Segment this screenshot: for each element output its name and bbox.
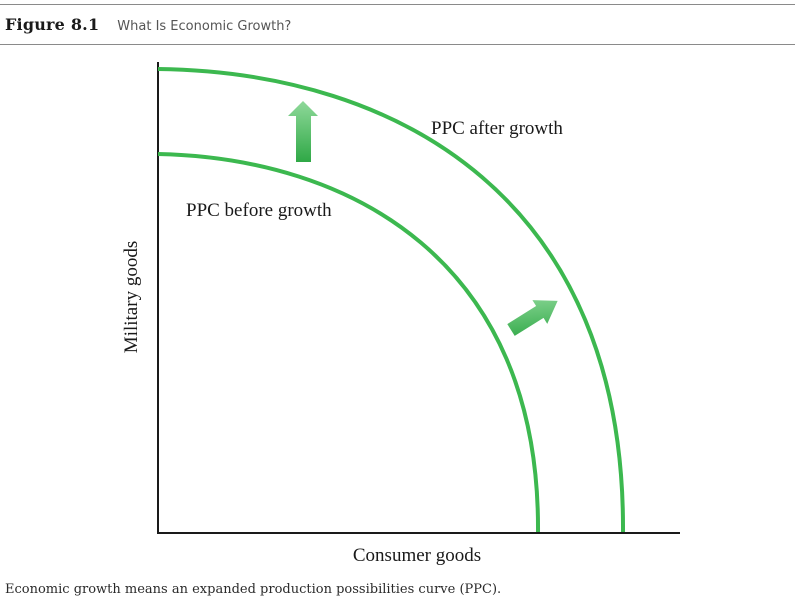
- header-top-rule: [0, 4, 795, 5]
- y-axis-label: Military goods: [121, 241, 142, 353]
- ppc-after-curve: [157, 67, 626, 533]
- figure-caption: Economic growth means an expanded produc…: [5, 582, 502, 597]
- ppc-before-label: PPC before growth: [186, 200, 332, 221]
- header-bottom-rule: [0, 44, 795, 45]
- ppc-before-curve: [157, 152, 541, 533]
- arrow-diagonal-icon: [507, 300, 558, 336]
- ppc-after-label: PPC after growth: [431, 118, 563, 139]
- figure-label: Figure 8.1: [5, 15, 100, 34]
- arrow-up-icon: [288, 101, 318, 162]
- figure-header: Figure 8.1 What Is Economic Growth?: [5, 15, 291, 39]
- x-axis-label: Consumer goods: [353, 545, 481, 566]
- figure-title: What Is Economic Growth?: [117, 19, 292, 34]
